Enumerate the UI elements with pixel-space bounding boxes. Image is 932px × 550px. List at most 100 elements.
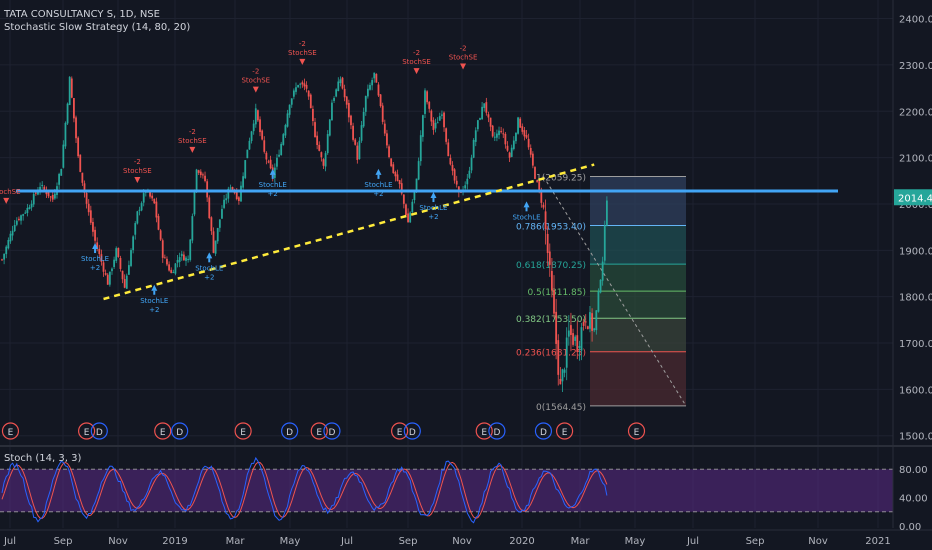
candle-body [328,119,331,136]
candle-body [468,170,471,178]
symbol-title[interactable]: TATA CONSULTANCY S, 1D, NSE [4,9,160,20]
candle-body [333,97,335,101]
signal-label: StochSE [402,58,431,66]
candle-body [100,254,103,262]
candle-body [159,230,162,240]
candle-body [284,125,287,136]
earnings-marker [555,422,574,440]
stoch-y-tick-label: 80.00 [899,465,928,476]
signal-amount: -2 [189,128,196,136]
candle-body [113,259,115,268]
long-arrow-stem [525,207,528,212]
candle-body [396,174,399,181]
candle-body [407,213,409,223]
candle-body [347,103,350,118]
candle-body [485,102,488,113]
candle-body [542,204,545,208]
candle-body [557,340,560,375]
candle-body [155,201,158,218]
candle-body [30,203,33,208]
strategy-title[interactable]: Stochastic Slow Strategy (14, 80, 20) [4,22,191,33]
candle-body [559,378,562,385]
candle-body [364,96,367,112]
signal-amount: +2 [428,213,438,221]
candle-body [599,279,602,293]
stoch-title[interactable]: Stoch (14, 3, 3) [4,453,82,464]
x-tick-label: Nov [808,536,828,547]
candle-body [392,164,395,173]
candle-body [195,169,198,192]
candle-body [345,96,348,105]
candle-body [472,140,475,158]
candle-body [603,225,606,261]
candles [1,72,608,392]
dividend-marker [90,422,108,440]
candle-body [197,170,200,173]
candle-body [326,134,329,154]
fibonacci-retracement[interactable]: 1(2059.25) 0.786(1953.40) 0.618(1870.25) 0.… [516,173,687,413]
candle-body [68,76,71,106]
candle-body [259,119,261,133]
candle-body [586,326,589,329]
candle-body [66,103,69,124]
x-tick-label: Mar [571,536,591,547]
long-arrow-icon [269,168,276,175]
candle-body [24,212,27,214]
candle-body [331,102,333,121]
candle-body [508,152,511,158]
dividend-marker [281,422,299,440]
candle-body [246,149,249,159]
candle-body [305,84,308,89]
signal-amount: -2 [252,68,259,76]
candle-body [39,186,41,190]
x-tick-label: May [280,536,301,547]
candle-body [96,242,99,249]
candle-body [5,246,8,255]
signal-label: StochSE [241,77,270,85]
drawn-lines[interactable] [16,163,838,301]
long-arrow-stem [153,290,156,295]
candle-body [481,106,484,120]
candle-body [595,310,598,331]
x-tick-label: 2019 [162,536,187,547]
candle-body [318,144,321,151]
short-arrow-icon [3,197,10,204]
candle-body [354,139,357,145]
earnings-marker [391,422,409,440]
candle-body [500,131,503,133]
candle-body [98,248,101,254]
signal-label: StochSE [123,167,152,175]
fib-level-label: 0.236(1681.25) [516,349,586,359]
candle-body [426,91,429,103]
long-arrow-icon [206,252,213,259]
candle-body [534,167,536,179]
candle-body [540,191,543,203]
long-arrow-stem [377,174,380,179]
candle-body [11,230,14,236]
candle-body [174,263,177,274]
event-letter: E [240,428,246,438]
dividend-marker [171,422,189,440]
x-tick-label: Sep [54,536,73,547]
event-letter: E [397,428,403,438]
x-tick-label: Jul [3,536,16,547]
candle-body [445,128,448,142]
candle-body [79,154,82,172]
earnings-marker [627,422,646,440]
signal-amount: +2 [90,264,100,272]
candle-body [34,192,37,194]
candle-body [64,122,67,147]
candle-body [366,88,369,97]
y-tick-label: 2100.00 [899,154,932,165]
candle-body [502,133,505,135]
stoch-y-tick-label: 40.00 [899,494,928,505]
candle-body [443,112,445,128]
candle-body [386,133,388,146]
candle-body [510,147,513,157]
signal-amount: -2 [134,158,141,166]
earnings-marker [154,422,172,440]
event-letter: D [540,428,547,438]
candle-body [496,133,498,138]
